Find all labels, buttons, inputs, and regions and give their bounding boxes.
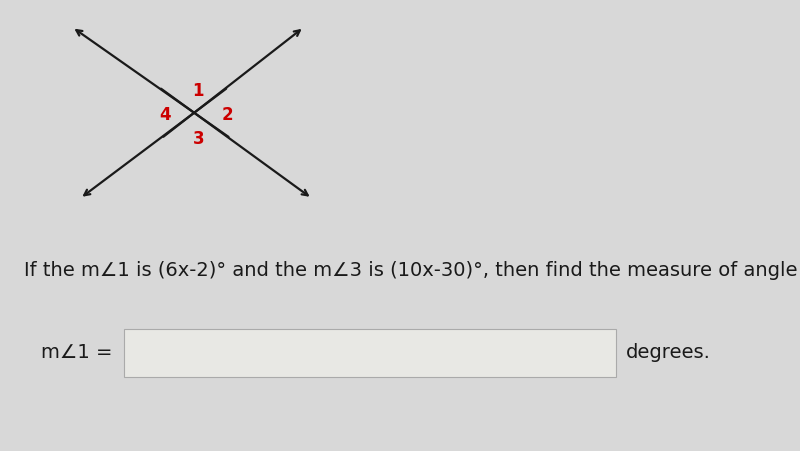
Bar (124, 329, 616, 377)
Text: If the m∠1 is (6x-2)° and the m∠3 is (10x-30)°, then find the measure of angle 1: If the m∠1 is (6x-2)° and the m∠3 is (10… (24, 261, 800, 280)
Text: 2: 2 (222, 106, 234, 124)
Text: degrees.: degrees. (626, 343, 710, 363)
Text: m∠1 =: m∠1 = (41, 343, 112, 363)
Text: 3: 3 (193, 130, 204, 148)
Text: 1: 1 (193, 82, 204, 100)
Text: 4: 4 (158, 106, 170, 124)
